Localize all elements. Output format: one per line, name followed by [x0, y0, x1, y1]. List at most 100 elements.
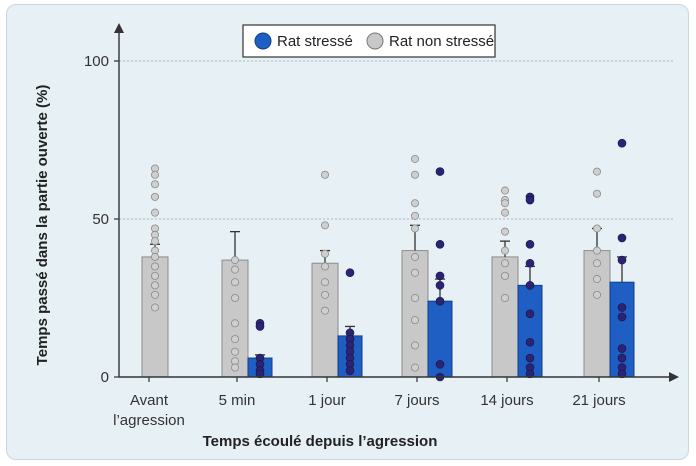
point-stressed-1-5	[255, 369, 265, 379]
point-stressed-3-1	[435, 239, 445, 249]
point-non-stressed-3-5	[410, 252, 419, 261]
point-non-stressed-0-13	[150, 290, 159, 299]
point-non-stressed-2-2	[320, 249, 329, 258]
point-non-stressed-3-8	[410, 316, 419, 325]
point-stressed-5-5	[617, 344, 627, 353]
chart-frame: Avant l’agression 5 min 1 jour 7 jours 14 jou…	[6, 4, 689, 460]
point-non-stressed-1-4	[230, 319, 239, 328]
point-non-stressed-2-3	[320, 262, 329, 271]
point-non-stressed-0-4	[150, 208, 159, 217]
x-axis-arrow	[669, 372, 679, 382]
point-non-stressed-1-0	[230, 256, 239, 265]
point-non-stressed-0-12	[150, 281, 159, 290]
point-non-stressed-0-10	[150, 262, 159, 271]
point-stressed-5-0	[617, 138, 627, 148]
point-stressed-5-1	[617, 233, 627, 243]
y-axis-title: Temps passé dans la partie ouverte (%)	[34, 85, 51, 366]
point-non-stressed-4-2	[500, 199, 509, 208]
point-non-stressed-3-10	[410, 363, 419, 372]
point-non-stressed-2-6	[320, 306, 329, 315]
point-non-stressed-3-2	[410, 199, 419, 208]
point-non-stressed-4-3	[500, 208, 509, 217]
legend-label-non-stressed: Rat non stressé	[389, 33, 494, 50]
point-non-stressed-0-14	[150, 303, 159, 312]
chart: Avant l’agression 5 min 1 jour 7 jours 14 jou…	[34, 23, 679, 450]
point-non-stressed-3-1	[410, 170, 419, 179]
point-stressed-4-1	[525, 195, 535, 205]
point-stressed-4-4	[525, 281, 535, 290]
point-non-stressed-5-4	[593, 259, 602, 268]
point-non-stressed-0-11	[150, 271, 159, 280]
point-non-stressed-1-5	[230, 335, 239, 344]
point-non-stressed-0-1	[150, 170, 159, 179]
point-non-stressed-4-5	[500, 246, 509, 255]
point-non-stressed-1-1	[230, 265, 239, 274]
point-non-stressed-0-2	[150, 180, 159, 189]
point-non-stressed-4-0	[500, 186, 509, 195]
point-stressed-3-5	[435, 360, 445, 369]
x-axis-title: Temps écoulé depuis l’agression	[203, 433, 438, 450]
point-stressed-3-0	[435, 167, 445, 176]
point-stressed-1-1	[255, 322, 265, 331]
x-tick-label-1-0: 5 min	[219, 392, 256, 409]
legend-marker-stressed	[254, 32, 272, 50]
point-non-stressed-5-1	[593, 189, 602, 198]
point-non-stressed-3-4	[410, 224, 419, 233]
point-non-stressed-5-3	[593, 246, 602, 255]
x-tick-label-5-0: 21 jours	[572, 392, 625, 409]
point-non-stressed-5-2	[593, 224, 602, 233]
point-non-stressed-2-0	[320, 170, 329, 179]
point-non-stressed-3-9	[410, 341, 419, 350]
point-non-stressed-1-3	[230, 293, 239, 302]
legend-label-stressed: Rat stressé	[277, 33, 353, 50]
point-non-stressed-3-6	[410, 268, 419, 277]
point-non-stressed-0-3	[150, 192, 159, 201]
x-tick-label-2-0: 1 jour	[308, 392, 346, 409]
point-stressed-4-5	[525, 309, 535, 319]
bar-stressed-5	[609, 281, 635, 378]
point-stressed-3-2	[435, 271, 445, 281]
point-stressed-2-0	[345, 268, 355, 278]
point-non-stressed-5-5	[593, 275, 602, 284]
point-stressed-2-7	[345, 366, 355, 375]
point-non-stressed-4-4	[500, 227, 509, 236]
y-axis-arrow	[114, 23, 124, 33]
x-tick-label-0-1: l’agression	[113, 412, 185, 429]
point-non-stressed-5-6	[593, 290, 602, 299]
y-tick-label-0: 0	[101, 369, 109, 386]
point-stressed-3-4	[435, 296, 445, 306]
point-non-stressed-3-0	[410, 154, 419, 163]
legend-marker-non-stressed	[366, 32, 384, 50]
point-stressed-5-4	[617, 312, 627, 322]
point-non-stressed-1-2	[230, 278, 239, 287]
point-non-stressed-4-7	[500, 271, 509, 280]
point-non-stressed-4-6	[500, 259, 509, 268]
x-tick-label-3-0: 7 jours	[394, 392, 439, 409]
bar-non-stressed-5	[583, 250, 611, 378]
x-tick-label-0-0: Avant	[130, 392, 169, 409]
point-non-stressed-2-4	[320, 278, 329, 287]
point-stressed-3-3	[435, 281, 445, 290]
point-non-stressed-2-5	[320, 290, 329, 299]
point-non-stressed-3-7	[410, 293, 419, 302]
point-non-stressed-0-9	[150, 252, 159, 261]
point-stressed-4-3	[525, 258, 535, 268]
y-tick-label-100: 100	[84, 53, 109, 70]
point-stressed-4-6	[525, 337, 535, 347]
point-non-stressed-2-1	[320, 221, 329, 230]
point-non-stressed-1-8	[230, 363, 239, 372]
x-tick-label-4-0: 14 jours	[480, 392, 533, 409]
point-stressed-4-7	[525, 353, 535, 363]
point-non-stressed-1-6	[230, 347, 239, 356]
point-stressed-5-8	[617, 369, 627, 379]
point-non-stressed-4-8	[500, 293, 509, 302]
point-stressed-5-6	[617, 353, 627, 363]
point-non-stressed-0-7	[150, 237, 159, 246]
point-stressed-5-2	[617, 255, 627, 265]
point-stressed-5-3	[617, 303, 627, 312]
y-tick-label-50: 50	[92, 211, 109, 228]
point-stressed-4-9	[525, 369, 535, 379]
point-non-stressed-3-3	[410, 211, 419, 220]
point-non-stressed-5-0	[593, 167, 602, 176]
point-stressed-4-2	[525, 239, 535, 249]
